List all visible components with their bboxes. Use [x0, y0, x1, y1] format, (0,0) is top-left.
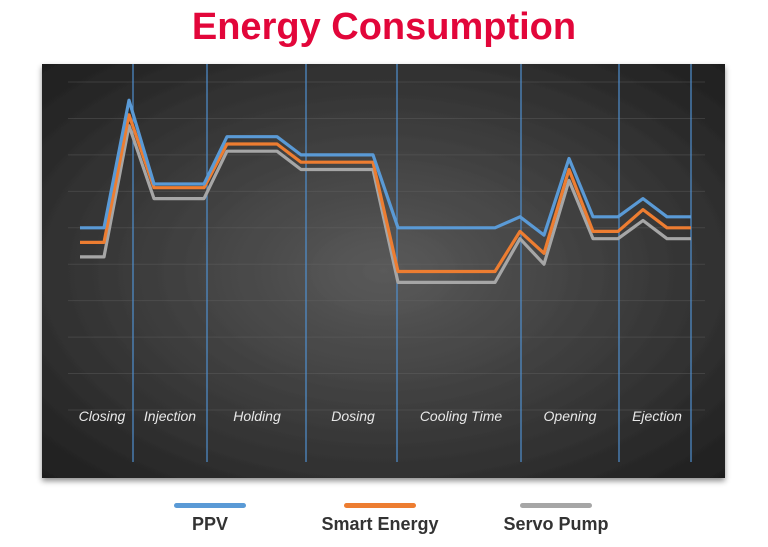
legend-item-servo-pump: Servo Pump — [476, 503, 636, 535]
phase-label: Injection — [144, 408, 196, 424]
chart-title: Energy Consumption — [191, 6, 577, 48]
legend-item-smart-energy: Smart Energy — [300, 503, 460, 535]
phase-label: Holding — [233, 408, 281, 424]
phase-label: Dosing — [331, 408, 375, 424]
phase-label: Closing — [79, 408, 126, 424]
phase-label: Cooling Time — [420, 408, 503, 424]
legend-item-ppv: PPV — [130, 503, 290, 535]
plot-panel — [42, 64, 725, 478]
legend-label-servo-pump: Servo Pump — [503, 514, 609, 534]
series-line-smart-energy — [80, 113, 691, 274]
phase-labels: Closing Injection Holding Dosing Cooling Tim… — [79, 408, 682, 424]
legend: PPV Smart Energy Servo Pump — [0, 503, 768, 547]
series-line-servo-pump — [80, 124, 691, 284]
chart-svg: Closing Injection Holding Dosing Cooling Tim… — [42, 64, 725, 478]
legend-swatch-ppv — [174, 503, 246, 508]
legend-label-ppv: PPV — [191, 514, 229, 534]
legend-swatch-smart-energy — [344, 503, 416, 508]
legend-label-smart-energy: Smart Energy — [321, 514, 439, 534]
phase-label: Opening — [544, 408, 597, 424]
series-lines — [80, 98, 691, 284]
series-line-ppv — [80, 98, 691, 237]
legend-swatch-servo-pump — [520, 503, 592, 508]
phase-label: Ejection — [632, 408, 682, 424]
